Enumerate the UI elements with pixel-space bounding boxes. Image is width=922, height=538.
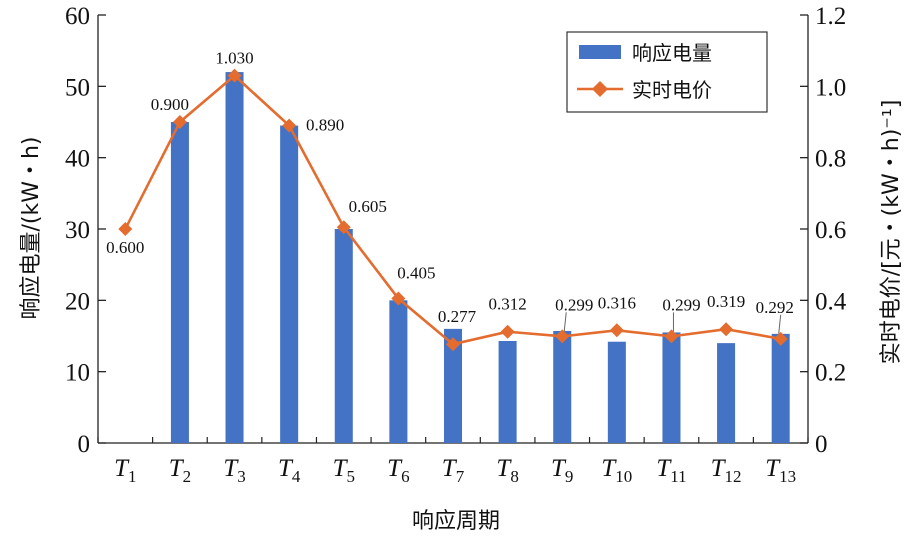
y-left-tick-label: 20 [65, 288, 90, 315]
data-label-leader [778, 314, 782, 334]
y-right-tick-label: 1.0 [815, 74, 846, 101]
x-tick-label: T10 [601, 455, 632, 486]
bar [662, 332, 681, 443]
price-marker [719, 322, 734, 337]
y-left-tick-label: 60 [65, 3, 90, 30]
y-axis-left-title: 响应电量/(kW・h) [19, 136, 44, 319]
y-left-tick-label: 0 [78, 431, 91, 458]
price-marker [118, 222, 133, 236]
data-label: 0.900 [151, 95, 189, 114]
price-marker [227, 68, 242, 83]
bar [389, 300, 408, 443]
line-series [118, 68, 788, 352]
price-marker [446, 337, 460, 352]
y-right-tick-label: 0.2 [815, 360, 846, 387]
data-label: 0.299 [662, 295, 700, 314]
data-label: 0.890 [306, 116, 344, 135]
x-tick-label: T5 [333, 455, 355, 486]
y-axis-right-title: 实时电价/[元・(kW・h)⁻¹] [879, 100, 904, 365]
bar [607, 341, 626, 443]
bar [280, 125, 299, 444]
y-left-tick-label: 50 [65, 74, 90, 101]
bar [334, 229, 353, 443]
bar [717, 343, 736, 443]
data-label-leader [563, 312, 567, 332]
x-tick-label: T13 [765, 455, 796, 486]
y-right-tick-label: 0.6 [815, 217, 846, 244]
bar-series [170, 72, 790, 444]
data-label: 0.405 [397, 264, 435, 283]
price-marker [500, 324, 515, 339]
bar [553, 331, 572, 443]
bar [170, 122, 189, 443]
bar [443, 328, 463, 443]
bar [771, 333, 790, 443]
x-tick-label: T11 [656, 455, 686, 486]
price-marker [664, 329, 679, 344]
y-right-tick-label: 0 [815, 431, 828, 458]
x-tick-label: T8 [496, 455, 518, 486]
data-label: 0.277 [438, 307, 477, 326]
y-right-tick-label: 1.2 [815, 3, 846, 30]
y-left-tick-label: 40 [65, 146, 90, 173]
legend: 响应电量 实时电价 [566, 31, 768, 113]
data-label: 0.600 [106, 238, 144, 257]
data-label: 0.316 [598, 293, 636, 312]
x-tick-label: T7 [442, 455, 465, 486]
y-right-tick-label: 0.8 [815, 146, 846, 173]
price-marker [336, 220, 351, 235]
x-tick-label: T3 [223, 455, 245, 486]
x-tick-label: T2 [169, 455, 191, 486]
price-marker [391, 291, 406, 306]
legend-swatch-marker [592, 81, 608, 97]
data-label: 0.319 [707, 292, 745, 311]
x-tick-label: T1 [114, 455, 136, 486]
legend-label-bar: 响应电量 [632, 41, 712, 65]
y-left-tick-label: 10 [65, 360, 90, 387]
bar [225, 72, 244, 444]
price-marker [282, 118, 297, 133]
data-label: 0.299 [555, 295, 593, 314]
data-label: 0.605 [349, 197, 387, 216]
x-tick-label: T9 [551, 455, 573, 486]
legend-label-line: 实时电价 [632, 78, 712, 102]
price-marker [172, 115, 187, 129]
price-marker [555, 329, 570, 344]
legend-swatch-bar [579, 45, 621, 59]
x-tick-label: T4 [278, 455, 301, 486]
x-axis-title: 响应周期 [412, 509, 500, 534]
data-labels: 0.600 0.900 1.030 0.890 0.605 0.405 0.277 0.312… [106, 49, 794, 334]
price-marker [609, 323, 624, 338]
price-marker [773, 331, 788, 346]
data-label: 1.030 [215, 49, 253, 68]
y-left-tick-label: 30 [65, 217, 90, 244]
x-tick-label: T12 [711, 455, 742, 486]
axes: 0 10 20 30 40 50 60 0 0.2 0.4 0.6 0.8 1.0 1.2 T1 T2 T3 T4… [65, 3, 847, 486]
x-tick-label: T6 [387, 455, 409, 486]
y-right-tick-label: 0.4 [815, 288, 847, 315]
data-label: 0.292 [756, 298, 794, 317]
data-label: 0.312 [488, 295, 526, 314]
bar [498, 340, 517, 443]
